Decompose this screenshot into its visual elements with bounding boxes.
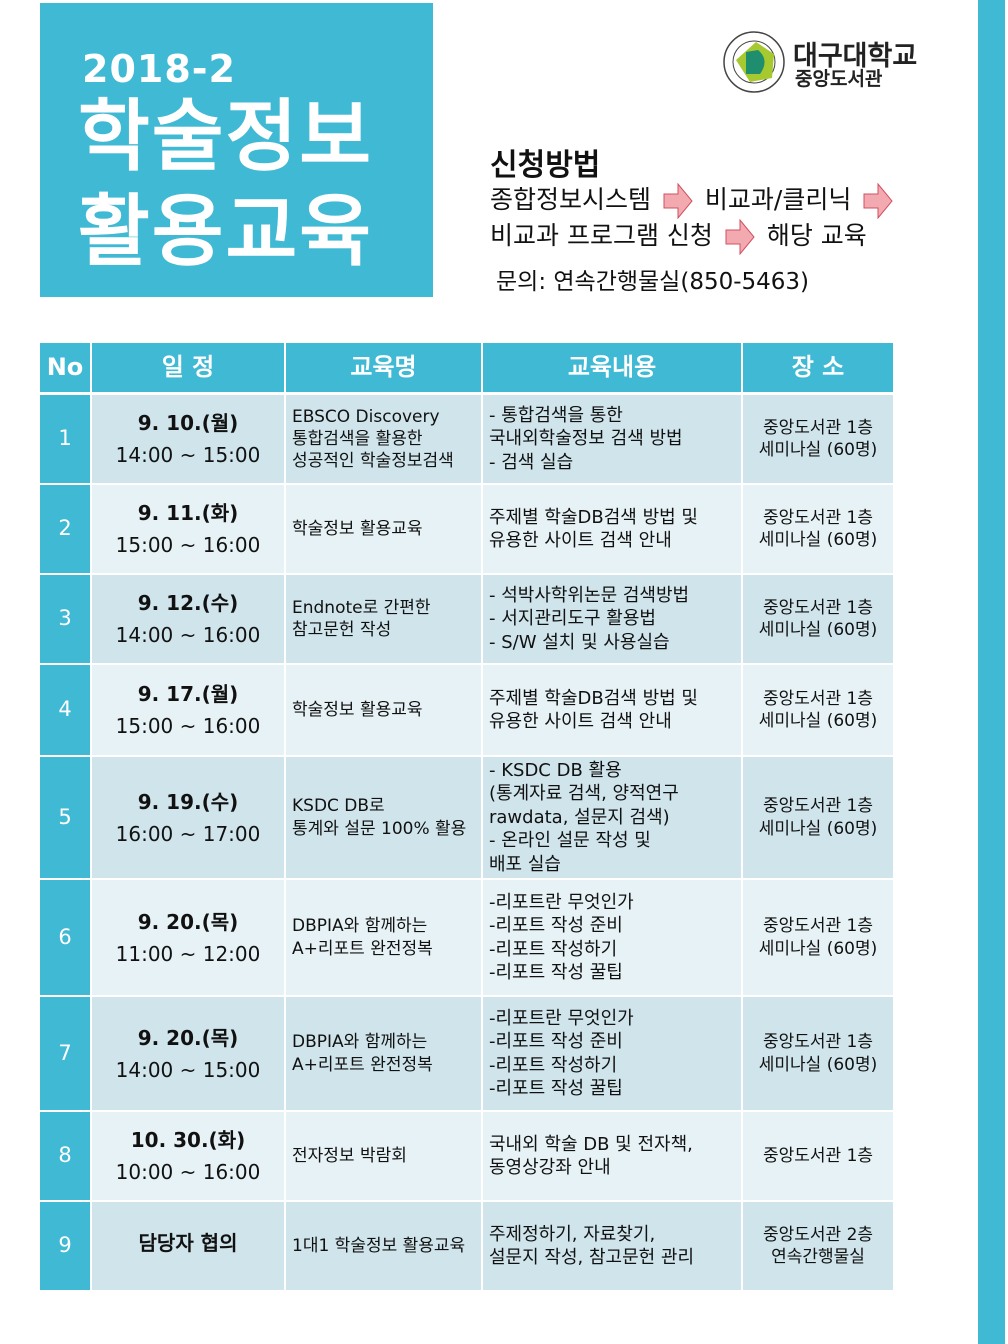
header-name: 교육명 <box>286 343 481 392</box>
row-content: -리포트란 무엇인가 -리포트 작성 준비 -리포트 작성하기 -리포트 작성 … <box>483 880 741 995</box>
row-schedule: 9. 17.(월) 15:00 ~ 16:00 <box>92 665 284 755</box>
row-time: 15:00 ~ 16:00 <box>115 533 261 557</box>
row-date: 9. 17.(월) <box>137 682 239 706</box>
row-content: - 통합검색을 통한 국내외학술정보 검색 방법 - 검색 실습 <box>483 395 741 483</box>
row-no: 1 <box>40 395 90 483</box>
row-schedule: 9. 19.(수) 16:00 ~ 17:00 <box>92 757 284 878</box>
row-course-name: 1대1 학술정보 활용교육 <box>286 1202 481 1290</box>
row-course-name: Endnote로 간편한 참고문헌 작성 <box>286 575 481 663</box>
header-content: 교육내용 <box>483 343 741 392</box>
row-time: 14:00 ~ 16:00 <box>115 623 261 647</box>
course-name-text: 학술정보 활용교육 <box>292 699 423 720</box>
row-schedule: 9. 20.(목) 14:00 ~ 15:00 <box>92 997 284 1110</box>
row-schedule: 9. 10.(월) 14:00 ~ 15:00 <box>92 395 284 483</box>
course-name-text: EBSCO Discovery 통합검색을 활용한 성공적인 학술정보검색 <box>292 406 454 472</box>
side-accent-bar <box>978 0 1005 1344</box>
row-place: 중앙도서관 1층 세미나실 (60명) <box>743 880 893 995</box>
row-course-name: 학술정보 활용교육 <box>286 485 481 573</box>
row-date: 9. 20.(목) <box>137 1025 239 1050</box>
row-date: 9. 10.(월) <box>137 411 239 435</box>
row-course-name: DBPIA와 함께하는 A+리포트 완전정복 <box>286 997 481 1110</box>
course-name-text: Endnote로 간편한 참고문헌 작성 <box>292 597 431 640</box>
row-schedule: 9. 20.(목) 11:00 ~ 12:00 <box>92 880 284 995</box>
row-date: 9. 19.(수) <box>137 789 239 814</box>
row-content: -리포트란 무엇인가 -리포트 작성 준비 -리포트 작성하기 -리포트 작성 … <box>483 997 741 1110</box>
row-course-name: 전자정보 박람회 <box>286 1112 481 1200</box>
row-date: 10. 30.(화) <box>130 1128 246 1152</box>
row-date: 9. 11.(화) <box>137 501 239 525</box>
arrow-right-icon <box>663 183 693 219</box>
contact-info: 문의: 연속간행물실(850-5463) <box>496 269 810 295</box>
apply-line1: 종합정보시스템 비교과/클리닉 <box>490 180 897 219</box>
row-schedule: 9. 12.(수) 14:00 ~ 16:00 <box>92 575 284 663</box>
row-content: - 석박사학위논문 검색방법 - 서지관리도구 활용법 - S/W 설치 및 사… <box>483 575 741 663</box>
row-place: 중앙도서관 1층 세미나실 (60명) <box>743 395 893 483</box>
row-place: 중앙도서관 1층 세미나실 (60명) <box>743 757 893 878</box>
row-course-name: DBPIA와 함께하는 A+리포트 완전정복 <box>286 880 481 995</box>
row-schedule: 10. 30.(화) 10:00 ~ 16:00 <box>92 1112 284 1200</box>
row-content: 주제별 학술DB검색 방법 및 유용한 사이트 검색 안내 <box>483 665 741 755</box>
row-place: 중앙도서관 1층 세미나실 (60명) <box>743 665 893 755</box>
row-no: 3 <box>40 575 90 663</box>
row-no: 6 <box>40 880 90 995</box>
step-4: 해당 교육 <box>766 221 867 250</box>
step-3: 비교과 프로그램 신청 <box>490 221 713 250</box>
row-course-name: KSDC DB로 통계와 설문 100% 활용 <box>286 757 481 878</box>
row-place: 중앙도서관 1층 세미나실 (60명) <box>743 485 893 573</box>
course-name-text: DBPIA와 함께하는 A+리포트 완전정복 <box>292 916 433 959</box>
row-time: 14:00 ~ 15:00 <box>115 1057 261 1082</box>
header-place: 장 소 <box>743 343 893 392</box>
row-place: 중앙도서관 1층 <box>743 1112 893 1200</box>
step-2: 비교과/클리닉 <box>704 185 852 214</box>
apply-line2: 비교과 프로그램 신청 해당 교육 <box>490 216 867 255</box>
row-no: 8 <box>40 1112 90 1200</box>
row-schedule: 담당자 협의 <box>92 1202 284 1290</box>
row-time: 14:00 ~ 15:00 <box>115 443 261 467</box>
row-no: 2 <box>40 485 90 573</box>
header-date: 일 정 <box>92 343 284 392</box>
university-seal-icon <box>723 31 785 93</box>
row-course-name: 학술정보 활용교육 <box>286 665 481 755</box>
course-name-text: 학술정보 활용교육 <box>292 518 423 539</box>
row-place: 중앙도서관 1층 세미나실 (60명) <box>743 997 893 1110</box>
apply-title: 신청방법 <box>490 148 601 183</box>
logo-sub: 중앙도서관 <box>795 68 883 90</box>
row-date: 9. 12.(수) <box>137 591 239 615</box>
row-place: 중앙도서관 1층 세미나실 (60명) <box>743 575 893 663</box>
row-time: 11:00 ~ 12:00 <box>115 941 261 966</box>
header-no: No <box>40 343 90 392</box>
title-line1: 학술정보 <box>78 92 374 182</box>
row-content: 주제정하기, 자료찾기, 설문지 작성, 참고문헌 관리 <box>483 1202 741 1290</box>
arrow-right-icon <box>863 183 893 219</box>
row-no: 9 <box>40 1202 90 1290</box>
logo-name: 대구대학교 <box>793 41 918 72</box>
row-place: 중앙도서관 2층 연속간행물실 <box>743 1202 893 1290</box>
row-time: 10:00 ~ 16:00 <box>115 1160 261 1184</box>
row-time: 16:00 ~ 17:00 <box>115 821 261 846</box>
year-label: 2018-2 <box>82 47 236 91</box>
row-no: 4 <box>40 665 90 755</box>
row-date: 9. 20.(목) <box>137 909 239 934</box>
arrow-right-icon <box>725 219 755 255</box>
row-content: - KSDC DB 활용 (통계자료 검색, 양적연구 rawdata, 설문지… <box>483 757 741 878</box>
row-schedule: 9. 11.(화) 15:00 ~ 16:00 <box>92 485 284 573</box>
title-line2: 활용교육 <box>78 187 374 277</box>
row-date: 담당자 협의 <box>138 1231 238 1255</box>
row-course-name: EBSCO Discovery 통합검색을 활용한 성공적인 학술정보검색 <box>286 395 481 483</box>
row-no: 7 <box>40 997 90 1110</box>
course-name-text: DBPIA와 함께하는 A+리포트 완전정복 <box>292 1032 433 1075</box>
row-content: 주제별 학술DB검색 방법 및 유용한 사이트 검색 안내 <box>483 485 741 573</box>
course-name-text: 전자정보 박람회 <box>292 1145 407 1166</box>
row-content: 국내외 학술 DB 및 전자책, 동영상강좌 안내 <box>483 1112 741 1200</box>
title-box: 2018-2 학술정보 활용교육 <box>40 3 433 297</box>
row-no: 5 <box>40 757 90 878</box>
step-1: 종합정보시스템 <box>490 185 652 214</box>
course-name-text: 1대1 학술정보 활용교육 <box>292 1235 466 1256</box>
row-time: 15:00 ~ 16:00 <box>115 714 261 738</box>
course-name-text: KSDC DB로 통계와 설문 100% 활용 <box>292 796 467 839</box>
